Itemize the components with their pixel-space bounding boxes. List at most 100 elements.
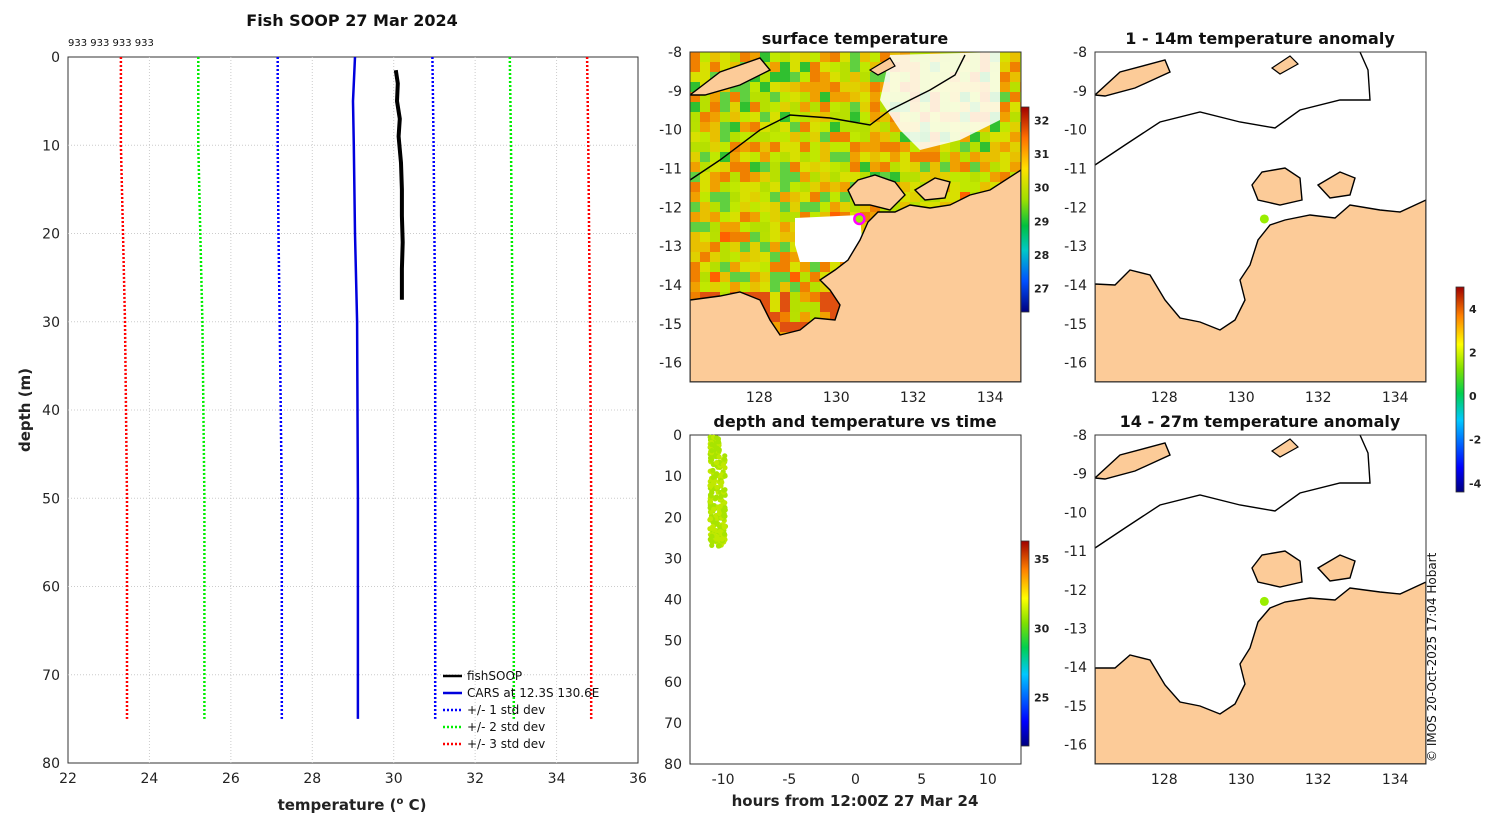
profile-series--1std [431, 56, 437, 719]
sst-cell [790, 192, 800, 202]
map-y-tick: -14 [1064, 278, 1087, 294]
sst-cell [750, 82, 760, 92]
map-y-tick: -11 [659, 161, 682, 177]
sst-cell [900, 142, 910, 152]
sst-cell [810, 202, 820, 212]
sst-cell [690, 212, 700, 222]
sst-cell [720, 262, 730, 272]
sst-cell [760, 142, 770, 152]
sst-cell [710, 202, 720, 212]
sst-cell [700, 292, 710, 302]
sst-cell [760, 252, 770, 262]
anom1-land-small-island [1270, 55, 1299, 75]
sst-land-timor [690, 57, 772, 96]
sst-cell [810, 272, 820, 282]
sst-cell [700, 252, 710, 262]
time-depth-y-tick: 80 [664, 757, 682, 773]
sst-cell [730, 92, 740, 102]
map-y-tick: -10 [659, 123, 682, 139]
profile-x-label-end: C) [403, 796, 426, 814]
sst-cell [730, 152, 740, 162]
sst-cell [950, 182, 960, 192]
sst-cell [700, 72, 710, 82]
sst-cell [900, 182, 910, 192]
sst-cell [780, 52, 790, 62]
sst-cell [710, 172, 720, 182]
sst-cell [840, 102, 850, 112]
sst-cell [690, 92, 700, 102]
sst-cell [780, 292, 790, 302]
anomaly-colorbar-ticks: 4 2 0 -2 -4 [1469, 303, 1482, 490]
sst-cell [720, 222, 730, 232]
anom2-bathymetry-contour [1095, 435, 1371, 549]
sst-cell [810, 162, 820, 172]
map-x-tick: 128 [1151, 390, 1178, 406]
sst-cell [870, 162, 880, 172]
sst-cell [780, 82, 790, 92]
sst-cell [910, 182, 920, 192]
sst-cell [810, 62, 820, 72]
sst-cell [820, 152, 830, 162]
sst-cell [880, 162, 890, 172]
sst-cell [880, 112, 890, 122]
profile-y-tick: 20 [42, 227, 60, 243]
sst-cell [690, 102, 700, 112]
sst-cell [1010, 152, 1020, 162]
sst-cell [840, 152, 850, 162]
sst-cell [870, 92, 880, 102]
sst-cell [1010, 92, 1020, 102]
sst-cell [700, 122, 710, 132]
sst-cell [850, 172, 860, 182]
sst-cell [830, 132, 840, 142]
sst-cell [1000, 112, 1010, 122]
time-depth-point [716, 454, 722, 460]
profile-y-tick: 50 [42, 491, 60, 507]
sst-cell [760, 152, 770, 162]
sst-cell [790, 162, 800, 172]
sst-cell [870, 82, 880, 92]
sst-cell [860, 162, 870, 172]
sst-cell [780, 302, 790, 312]
sst-cell [950, 192, 960, 202]
sst-cell [790, 312, 800, 322]
sst-cell [710, 62, 720, 72]
sst-cell [720, 202, 730, 212]
sst-cell [950, 152, 960, 162]
sst-cell [890, 132, 900, 142]
sst-cell [820, 172, 830, 182]
map-y-tick: -13 [1064, 239, 1087, 255]
map-y-tick: -13 [1064, 622, 1087, 638]
sst-cell [770, 152, 780, 162]
sst-cell [760, 302, 770, 312]
sst-cell [990, 152, 1000, 162]
anom1-y-tick-labels: -8 -9 -10 -11 -12 -13 -14 -15 -16 [1064, 45, 1087, 372]
map-y-tick: -16 [659, 356, 682, 372]
sst-cell [910, 172, 920, 182]
time-depth-x-tick: -10 [712, 772, 735, 788]
map-x-tick: 130 [1228, 772, 1255, 788]
sst-cell [770, 132, 780, 142]
sst-cell [790, 112, 800, 122]
sst-cell [710, 142, 720, 152]
sst-cell [740, 122, 750, 132]
sst-cell [730, 212, 740, 222]
map-y-tick: -15 [1064, 317, 1087, 333]
sst-cell [860, 112, 870, 122]
sst-cell [760, 242, 770, 252]
time-depth-y-tick: 40 [664, 593, 682, 609]
sst-cell [810, 152, 820, 162]
sst-cell [730, 112, 740, 122]
time-depth-point [721, 487, 727, 493]
profile-series-fishsoop [393, 69, 405, 300]
anomaly-colorbar [1455, 286, 1465, 493]
sst-cell [820, 202, 830, 212]
map-y-tick: -14 [659, 278, 682, 294]
sst-cell [710, 182, 720, 192]
sst-cell [850, 142, 860, 152]
sst-cell [1000, 102, 1010, 112]
sst-cell [800, 162, 810, 172]
sst-cell [780, 232, 790, 242]
profile-y-tick: 40 [42, 403, 60, 419]
anom1-location-marker [1259, 214, 1269, 224]
time-depth-point [721, 523, 727, 529]
